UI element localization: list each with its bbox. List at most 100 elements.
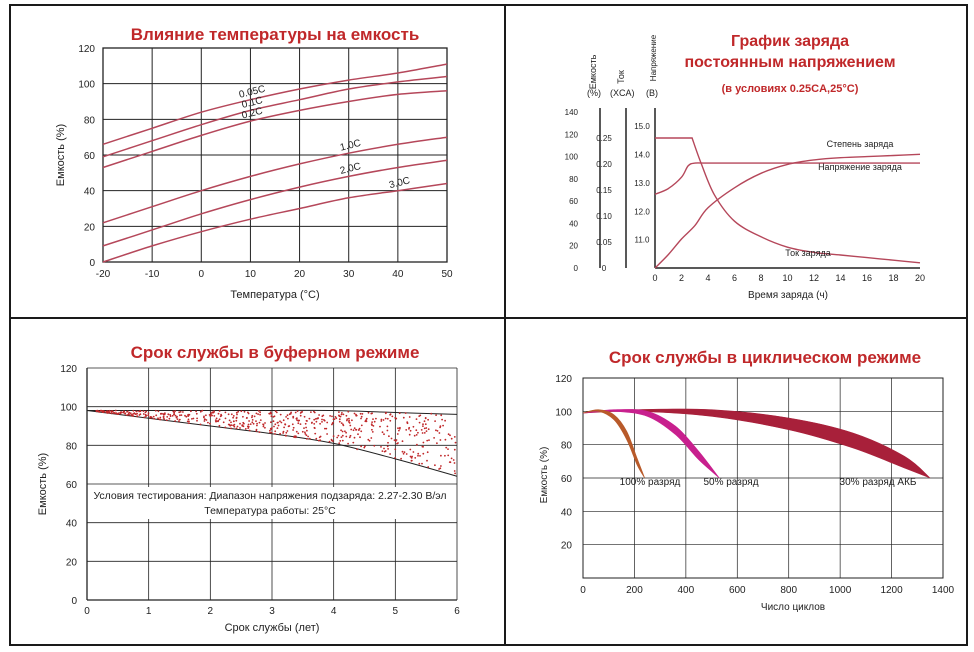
band-dot — [442, 424, 444, 427]
band-dot — [444, 454, 446, 457]
band-dot — [444, 419, 446, 422]
band-dot — [370, 437, 373, 439]
band-dot — [421, 432, 424, 434]
band-dot — [222, 421, 225, 424]
band-dot — [397, 427, 399, 430]
band-dot — [192, 417, 195, 420]
band-dot — [417, 454, 419, 457]
voltage-tick-label: 13.0 — [634, 179, 650, 188]
band-dot — [408, 433, 411, 436]
y-tick-label: 80 — [84, 115, 96, 126]
band-dot — [450, 437, 453, 440]
band-dot — [204, 418, 206, 420]
band-dot — [360, 424, 363, 427]
band-dot — [217, 412, 220, 415]
y-tick-label: 60 — [66, 480, 78, 491]
band-dot — [128, 414, 131, 416]
band-dot — [282, 419, 285, 422]
series-label: Степень заряда — [827, 139, 894, 149]
band-dot — [334, 416, 337, 418]
band-dot — [294, 435, 297, 437]
band-dot — [144, 411, 147, 414]
band-dot — [367, 411, 370, 414]
band-dot — [434, 420, 436, 422]
band-dot — [319, 439, 321, 442]
band-dot — [325, 427, 328, 430]
y-tick-label: 80 — [66, 441, 78, 452]
band-dot — [454, 472, 456, 475]
band-dot — [123, 410, 126, 413]
band-dot — [253, 415, 256, 418]
band-dot — [259, 413, 261, 416]
band-dot — [401, 440, 404, 443]
band-dot — [453, 448, 456, 451]
band-dot — [440, 454, 442, 457]
capacity-tick-label: 120 — [565, 130, 579, 139]
band-dot — [270, 421, 272, 424]
band-dot — [218, 410, 221, 412]
band-dot — [258, 431, 261, 433]
band-dot — [139, 409, 142, 412]
band-dot — [416, 443, 418, 446]
band-dot — [215, 417, 218, 420]
band-dot — [438, 432, 441, 434]
band-dot — [414, 457, 417, 459]
band-dot — [424, 423, 427, 426]
band-dot — [338, 414, 340, 417]
band-dot — [167, 413, 170, 416]
band-dot — [333, 418, 336, 420]
band-dot — [195, 410, 198, 413]
band-dot — [398, 412, 401, 415]
band-dot — [277, 424, 280, 427]
band-dot — [326, 421, 329, 424]
band-dot — [147, 412, 150, 414]
band-dot — [290, 411, 292, 414]
band-dot — [287, 417, 289, 420]
x-tick-label: 0 — [652, 273, 657, 283]
band-dot — [445, 446, 448, 449]
band-dot — [409, 448, 412, 451]
band-dot — [199, 410, 202, 413]
band-dot — [383, 433, 385, 436]
band-dot — [288, 413, 291, 416]
x-tick-label: -20 — [96, 269, 111, 280]
y-tick-label: 60 — [84, 151, 96, 162]
y-tick-label: 0 — [71, 596, 77, 607]
band-dot — [244, 428, 247, 430]
x-tick-label: 8 — [758, 273, 763, 283]
band-dot — [423, 427, 426, 430]
band-dot — [232, 415, 235, 417]
band-dot — [361, 413, 364, 415]
grid — [102, 47, 448, 263]
band-dot — [233, 425, 236, 428]
band-dot — [111, 410, 114, 413]
current-tick-label: 0 — [602, 264, 607, 273]
band-dot — [328, 440, 331, 443]
band-dot — [342, 424, 345, 427]
band-dot — [424, 417, 427, 419]
band-dot — [270, 412, 273, 415]
band-dot — [449, 434, 451, 437]
band-lower-line — [86, 410, 458, 477]
band-dot — [255, 412, 258, 415]
x-tick-label: 4 — [705, 273, 710, 283]
band-dot — [132, 409, 135, 412]
y-axis-label: Емкость (%) — [37, 453, 49, 515]
band-dot — [110, 412, 113, 415]
band-dot — [273, 425, 275, 428]
band-dot — [262, 424, 265, 426]
band-dot — [436, 442, 438, 445]
capacity-axis-header: Емкость — [588, 54, 598, 89]
capacity-tick-label: 20 — [569, 242, 578, 251]
series-line — [102, 159, 448, 247]
band-dot — [288, 425, 291, 427]
current-tick-label: 0.15 — [596, 186, 612, 195]
x-tick-label: 1000 — [829, 585, 852, 596]
band-dot — [256, 424, 258, 427]
band-dot — [258, 421, 261, 424]
band-dot — [203, 416, 205, 419]
x-tick-label: 0 — [84, 606, 90, 617]
band-dot — [430, 412, 433, 415]
band-dot — [323, 419, 325, 421]
